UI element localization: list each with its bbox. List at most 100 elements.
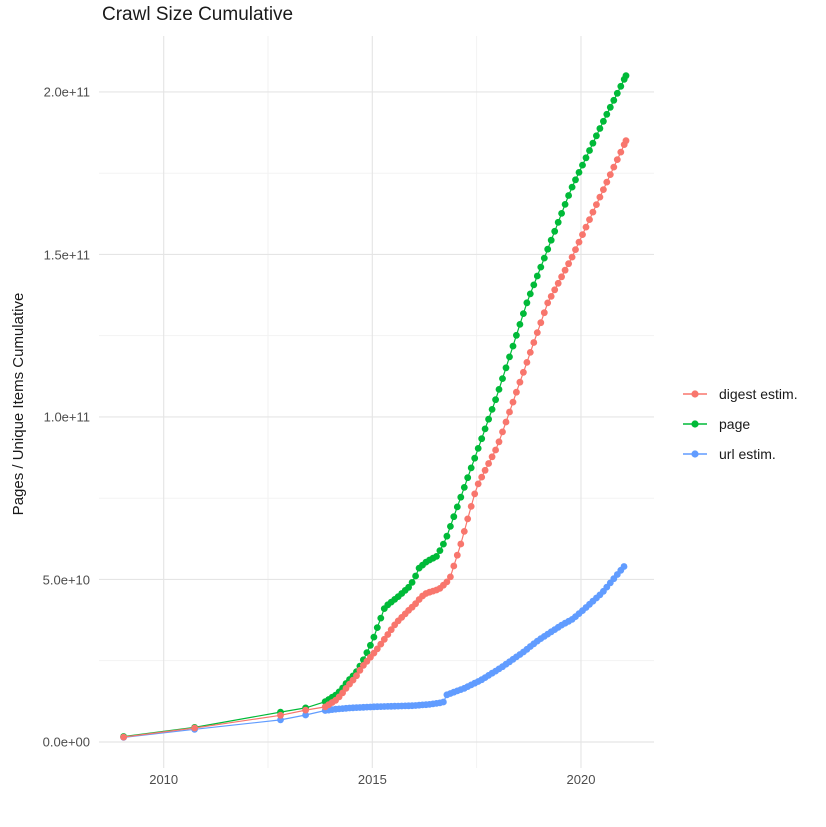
data-point	[530, 339, 538, 346]
data-point	[516, 378, 524, 386]
data-point	[450, 562, 458, 570]
data-point	[622, 137, 630, 145]
data-point	[558, 210, 565, 217]
data-point	[613, 89, 621, 97]
data-point	[488, 453, 496, 461]
data-point	[579, 231, 586, 239]
data-point	[467, 503, 475, 510]
data-point	[537, 263, 545, 271]
data-point	[492, 446, 499, 454]
data-point	[533, 329, 541, 336]
data-point	[453, 503, 461, 511]
y-tick-label: 2.0e+11	[43, 84, 90, 100]
data-point	[453, 551, 461, 559]
data-point	[495, 438, 503, 446]
data-point	[373, 624, 381, 631]
data-point	[606, 171, 614, 179]
data-point	[589, 208, 597, 216]
data-point	[460, 528, 468, 535]
x-tick-label: 2010	[149, 772, 179, 787]
data-point	[485, 460, 492, 467]
data-point	[356, 666, 364, 674]
data-point	[537, 319, 545, 327]
data-point	[617, 82, 625, 90]
data-point	[277, 711, 284, 719]
data-point	[533, 272, 541, 280]
data-point	[302, 706, 309, 714]
data-point	[582, 223, 590, 231]
data-point	[622, 72, 630, 80]
data-point	[436, 547, 444, 554]
data-point	[433, 553, 440, 560]
data-point	[380, 635, 388, 643]
data-point	[478, 473, 486, 481]
data-point	[565, 192, 572, 199]
data-point	[471, 454, 479, 462]
data-point	[499, 428, 506, 436]
data-point	[506, 408, 513, 416]
chart-title: Crawl Size Cumulative	[102, 4, 294, 25]
data-point	[606, 103, 614, 111]
series-digest-estim-	[120, 137, 630, 741]
y-tick-label: 1.5e+11	[43, 247, 90, 262]
data-point	[495, 386, 503, 393]
data-point	[457, 493, 465, 501]
data-point	[499, 375, 506, 382]
data-point	[526, 290, 534, 298]
data-point	[554, 218, 562, 226]
data-point	[460, 484, 468, 491]
data-point	[384, 631, 392, 638]
data-point	[523, 299, 531, 307]
legend-label: page	[719, 416, 751, 432]
data-point	[530, 281, 538, 289]
data-point	[572, 176, 579, 184]
data-point	[610, 96, 618, 104]
data-point	[586, 216, 593, 224]
data-point	[405, 583, 412, 591]
data-point	[547, 236, 555, 244]
data-point	[596, 193, 604, 201]
data-point	[506, 353, 513, 361]
data-point	[561, 201, 569, 208]
data-point	[586, 147, 593, 154]
x-tick-label: 2015	[357, 772, 387, 787]
data-point	[474, 445, 482, 452]
data-point	[561, 266, 569, 274]
gridlines-major	[99, 36, 654, 768]
gridlines-minor	[99, 36, 654, 768]
data-point	[370, 633, 378, 641]
data-point	[478, 435, 486, 443]
data-point	[547, 293, 555, 300]
data-point	[485, 415, 492, 423]
data-point	[596, 125, 604, 132]
data-point	[373, 645, 381, 653]
data-point	[544, 245, 552, 253]
data-point	[509, 342, 517, 350]
data-point	[526, 349, 534, 356]
data-point	[558, 273, 565, 281]
data-point	[377, 614, 385, 622]
data-point	[554, 279, 562, 287]
data-point	[488, 406, 496, 413]
legend-entry-url-estim: url estim.	[682, 439, 798, 469]
data-point	[513, 388, 520, 396]
data-point	[565, 260, 572, 268]
data-point	[603, 178, 611, 186]
data-point	[502, 364, 510, 372]
data-point	[443, 532, 451, 540]
data-point	[520, 310, 527, 317]
data-point	[443, 578, 451, 586]
data-point	[600, 186, 607, 194]
data-point	[492, 396, 499, 404]
data-point	[513, 331, 520, 339]
data-point	[551, 286, 559, 294]
data-point	[363, 649, 371, 656]
data-point	[540, 309, 548, 317]
data-point	[367, 641, 374, 649]
data-point	[516, 321, 524, 328]
legend-entry-digest-estim: digest estim.	[682, 379, 798, 409]
data-point	[302, 711, 309, 719]
data-point	[572, 246, 579, 254]
